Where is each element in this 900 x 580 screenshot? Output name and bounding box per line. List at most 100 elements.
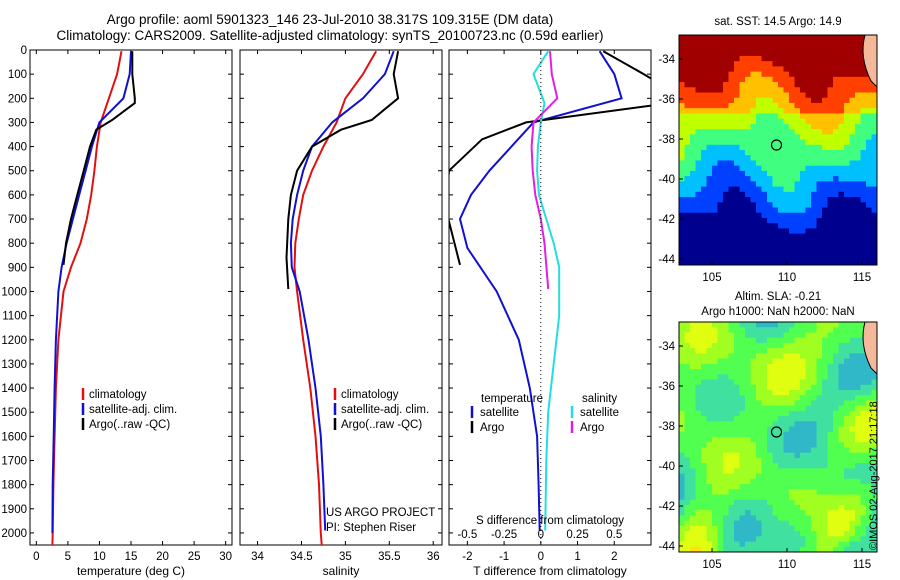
map-cell <box>783 463 790 469</box>
map-cell <box>772 520 779 527</box>
map-cell <box>734 123 741 130</box>
map-cell <box>849 61 856 67</box>
map-cell <box>728 478 735 485</box>
map-cell <box>838 374 845 381</box>
map-cell <box>833 123 840 130</box>
map-cell <box>679 447 686 454</box>
map-cell <box>871 217 877 224</box>
map-cell <box>684 332 691 339</box>
map-cell <box>800 165 807 172</box>
map-cell <box>844 40 851 47</box>
map-cell <box>866 400 873 407</box>
map-cell <box>739 400 746 407</box>
map-cell <box>794 504 801 511</box>
y-tick-label: 300 <box>8 117 27 129</box>
map-cell <box>811 92 818 99</box>
map-cell <box>695 66 702 73</box>
map-cell <box>789 452 796 459</box>
map-cell <box>849 457 856 464</box>
map-cell <box>679 478 686 485</box>
y-tick-label: 900 <box>8 262 27 274</box>
map-cell <box>783 395 790 402</box>
map-cell <box>860 546 867 552</box>
map-cell <box>684 531 691 537</box>
map-cell <box>844 405 851 412</box>
map-cell <box>827 410 834 417</box>
map-cell <box>695 437 702 443</box>
map-cell <box>679 197 686 203</box>
map-cell <box>816 489 823 496</box>
map-cell <box>728 207 735 214</box>
map-cell <box>745 541 752 548</box>
argo-position-marker <box>770 139 783 151</box>
map-cell <box>860 452 867 459</box>
map-cell <box>717 515 724 522</box>
map-cell <box>750 202 757 209</box>
map-cell <box>822 405 829 412</box>
map-cell <box>734 369 741 375</box>
map-cell <box>728 541 735 548</box>
map-cell <box>794 212 801 219</box>
map-cell <box>789 499 796 506</box>
map-cell <box>750 66 757 73</box>
map-cell <box>789 374 796 381</box>
map-cell <box>750 50 757 57</box>
map-cell <box>827 473 834 480</box>
map-cell <box>860 66 867 73</box>
map-cell <box>767 45 774 52</box>
map-cell <box>772 254 779 261</box>
map-cell <box>844 207 851 214</box>
map-cell <box>833 55 840 62</box>
map-cell <box>800 416 807 422</box>
map-cell <box>750 499 757 506</box>
map-cell <box>805 541 812 548</box>
map-cell <box>706 421 713 428</box>
map-cell <box>723 442 730 449</box>
map-cell <box>695 520 702 527</box>
map-cell <box>750 254 757 261</box>
map-cell <box>679 108 686 115</box>
map-cell <box>728 92 735 99</box>
map-cell <box>827 118 834 125</box>
map-cell <box>739 452 746 459</box>
map-cell <box>679 442 686 449</box>
map-cell <box>701 536 708 543</box>
map-cell <box>778 92 785 99</box>
map-cell <box>679 139 686 146</box>
map-cell <box>827 478 834 485</box>
map-cell <box>767 244 774 250</box>
map-cell <box>833 191 840 198</box>
map-cell <box>761 134 768 141</box>
map-cell <box>712 421 719 428</box>
map-cell <box>871 395 877 402</box>
map-cell <box>849 416 856 422</box>
map-cell <box>684 348 691 354</box>
map-cell <box>695 410 702 417</box>
y-tick-label: 1000 <box>1 286 27 298</box>
map-cell <box>800 150 807 156</box>
map-cell <box>833 499 840 506</box>
map-cell <box>706 457 713 464</box>
map-cell <box>783 233 790 240</box>
map-cell <box>728 400 735 407</box>
map-cell <box>871 431 877 438</box>
map-cell <box>866 207 873 214</box>
map-cell <box>695 426 702 433</box>
map-cell <box>805 379 812 386</box>
map-cell <box>767 468 774 475</box>
map-cell <box>860 395 867 402</box>
map-cell <box>778 76 785 83</box>
map-cell <box>789 118 796 125</box>
map-cell <box>838 468 845 475</box>
map-cell <box>739 217 746 224</box>
y-tick-label: 1500 <box>1 407 27 419</box>
map-cell <box>684 520 691 527</box>
map-cell <box>750 515 757 522</box>
map-cell <box>789 108 796 115</box>
map-cell <box>706 170 713 177</box>
map-cell <box>684 374 691 381</box>
map-cell <box>816 61 823 67</box>
map-cell <box>822 92 829 99</box>
map-cell <box>789 113 796 120</box>
map-cell <box>712 244 719 250</box>
